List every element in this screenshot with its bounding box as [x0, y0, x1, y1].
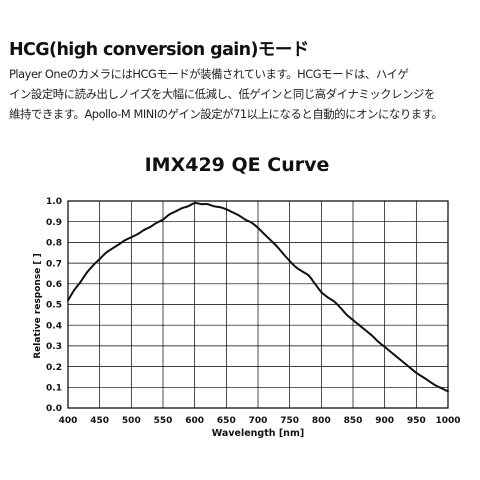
data-point	[371, 334, 373, 337]
y-tick-label: 0.6	[46, 280, 62, 290]
data-point	[307, 274, 310, 277]
data-point	[124, 239, 126, 242]
data-point	[314, 282, 316, 285]
y-tick-label: 0.7	[46, 259, 62, 269]
x-axis-label: Wavelength [nm]	[212, 428, 304, 439]
data-point	[174, 210, 177, 213]
x-tick-label: 600	[185, 416, 204, 426]
y-tick-label: 0.0	[46, 404, 62, 414]
x-tick-label: 500	[122, 416, 141, 426]
x-tick-label: 950	[407, 416, 426, 426]
data-point	[130, 236, 133, 239]
data-point	[105, 251, 107, 254]
chart-title: IMX429 QE Curve	[145, 154, 330, 176]
qe-curve-chart: IMX429 QE Curve 400 450 500 550 600 650 700 750…	[33, 154, 461, 439]
body-text-line-2: イン設定時に読み出しノイズを大幅に低減し、低ゲインと同じ高ダイナミックレンジを	[9, 87, 435, 101]
data-point	[263, 233, 266, 235]
data-point	[282, 252, 285, 255]
data-point	[98, 258, 101, 260]
data-point	[86, 271, 88, 274]
y-axis-label: Relative response [ ]	[33, 253, 43, 359]
y-tick-label: 1.0	[46, 197, 62, 207]
data-point	[181, 207, 183, 210]
body-text-line-3: 維持できます。Apollo-M MINIのゲイン設定が71以上になると自動的にオ…	[9, 107, 443, 121]
page-heading: HCG(high conversion gain)モード	[9, 40, 309, 60]
data-point	[364, 329, 367, 332]
data-points	[67, 202, 449, 393]
data-point	[231, 211, 234, 214]
data-point	[136, 233, 139, 235]
data-point	[244, 218, 247, 221]
x-tick-label: 850	[344, 416, 363, 426]
data-point	[212, 205, 215, 208]
data-point	[92, 264, 95, 267]
data-point	[276, 245, 278, 248]
data-point	[187, 205, 190, 208]
data-point	[269, 239, 272, 242]
data-point	[193, 202, 196, 204]
data-point	[339, 306, 342, 309]
x-tick-label: 800	[312, 416, 331, 426]
data-point	[421, 376, 424, 378]
data-point	[257, 227, 259, 229]
y-tick-label: 0.4	[46, 321, 62, 331]
x-tick-label: 900	[375, 416, 394, 426]
y-tick-label: 0.2	[46, 363, 62, 373]
data-point	[288, 260, 291, 262]
data-point	[111, 247, 114, 250]
data-point	[390, 351, 392, 353]
data-point	[428, 380, 430, 382]
data-point	[206, 203, 209, 205]
data-point	[352, 319, 354, 321]
x-tick-label: 550	[154, 416, 173, 426]
data-point	[73, 289, 76, 291]
data-point	[396, 356, 399, 359]
data-point	[383, 346, 386, 348]
x-tick-label: 650	[217, 416, 236, 426]
data-point	[409, 366, 411, 369]
grid-lines	[67, 200, 449, 409]
x-tick-label: 450	[90, 416, 109, 426]
data-point	[155, 221, 158, 224]
data-point	[415, 371, 418, 374]
data-point	[225, 208, 228, 211]
data-point	[434, 384, 437, 387]
x-tick-label: 1000	[435, 416, 460, 426]
x-tick-label: 750	[280, 416, 299, 426]
data-point	[149, 226, 152, 228]
plot-frame	[67, 200, 449, 409]
data-point	[162, 218, 164, 221]
x-tick-label: 700	[249, 416, 268, 426]
y-tick-label: 0.3	[46, 342, 62, 352]
y-tick-label: 0.9	[46, 218, 62, 228]
data-point	[377, 340, 380, 343]
body-text-line-1: Player OneのカメラにはHCGモードが装備されています。HCGモードは、…	[9, 67, 409, 81]
data-point	[168, 213, 171, 216]
data-point	[402, 361, 405, 364]
data-point	[295, 266, 297, 269]
y-tick-label: 0.8	[46, 239, 62, 249]
data-point	[79, 280, 82, 283]
y-tick-label: 0.5	[46, 301, 62, 311]
data-point	[238, 214, 240, 217]
tick-labels: 400 450 500 550 600 650 700 750 800 850 900 950 1000…	[46, 197, 460, 426]
data-point	[219, 206, 221, 209]
data-point	[440, 387, 443, 390]
y-tick-label: 0.1	[46, 384, 62, 394]
data-point	[143, 229, 145, 231]
data-point	[117, 243, 120, 246]
data-point	[333, 300, 335, 303]
data-point	[358, 324, 361, 327]
x-tick-label: 400	[59, 416, 78, 426]
data-point	[200, 203, 202, 205]
data-point	[326, 296, 329, 299]
data-point	[345, 313, 348, 316]
data-point	[250, 221, 253, 224]
data-point	[320, 291, 323, 293]
data-point	[301, 270, 304, 273]
